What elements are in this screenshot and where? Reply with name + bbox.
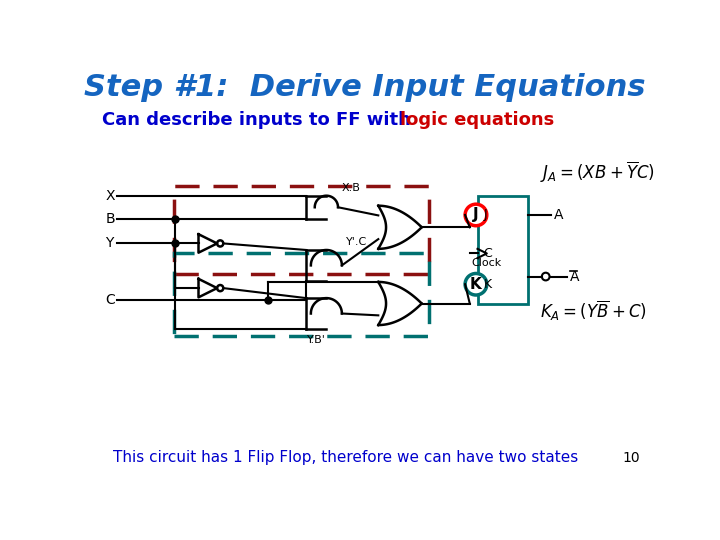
Text: logic equations: logic equations bbox=[400, 111, 554, 129]
Text: Y: Y bbox=[106, 237, 114, 251]
Text: Can describe inputs to FF with: Can describe inputs to FF with bbox=[102, 111, 417, 129]
Text: Step #1:  Derive Input Equations: Step #1: Derive Input Equations bbox=[84, 73, 646, 103]
Text: This circuit has 1 Flip Flop, therefore we can have two states: This circuit has 1 Flip Flop, therefore … bbox=[113, 450, 578, 465]
Text: K: K bbox=[484, 278, 492, 291]
Text: K: K bbox=[470, 276, 482, 292]
Circle shape bbox=[465, 273, 487, 295]
Text: Clock: Clock bbox=[472, 259, 502, 268]
Text: J: J bbox=[473, 207, 479, 222]
FancyBboxPatch shape bbox=[477, 195, 528, 303]
Bar bbox=[174, 186, 429, 274]
Text: $K_A = (Y\overline{B} + C)$: $K_A = (Y\overline{B} + C)$ bbox=[539, 299, 647, 323]
Text: A: A bbox=[570, 269, 579, 284]
Text: $J_A = (XB + \overline{Y}C)$: $J_A = (XB + \overline{Y}C)$ bbox=[539, 160, 654, 185]
Text: Y'.C: Y'.C bbox=[346, 237, 367, 247]
Text: X.B: X.B bbox=[342, 183, 361, 193]
Text: J: J bbox=[484, 208, 487, 221]
Bar bbox=[174, 253, 429, 336]
Circle shape bbox=[465, 204, 487, 226]
Text: C: C bbox=[106, 293, 115, 307]
Text: Y.B': Y.B' bbox=[307, 335, 325, 345]
Text: B: B bbox=[106, 212, 115, 226]
Text: A: A bbox=[554, 208, 564, 222]
Text: 10: 10 bbox=[623, 451, 640, 465]
Text: X: X bbox=[106, 188, 115, 202]
Text: C: C bbox=[484, 247, 492, 260]
